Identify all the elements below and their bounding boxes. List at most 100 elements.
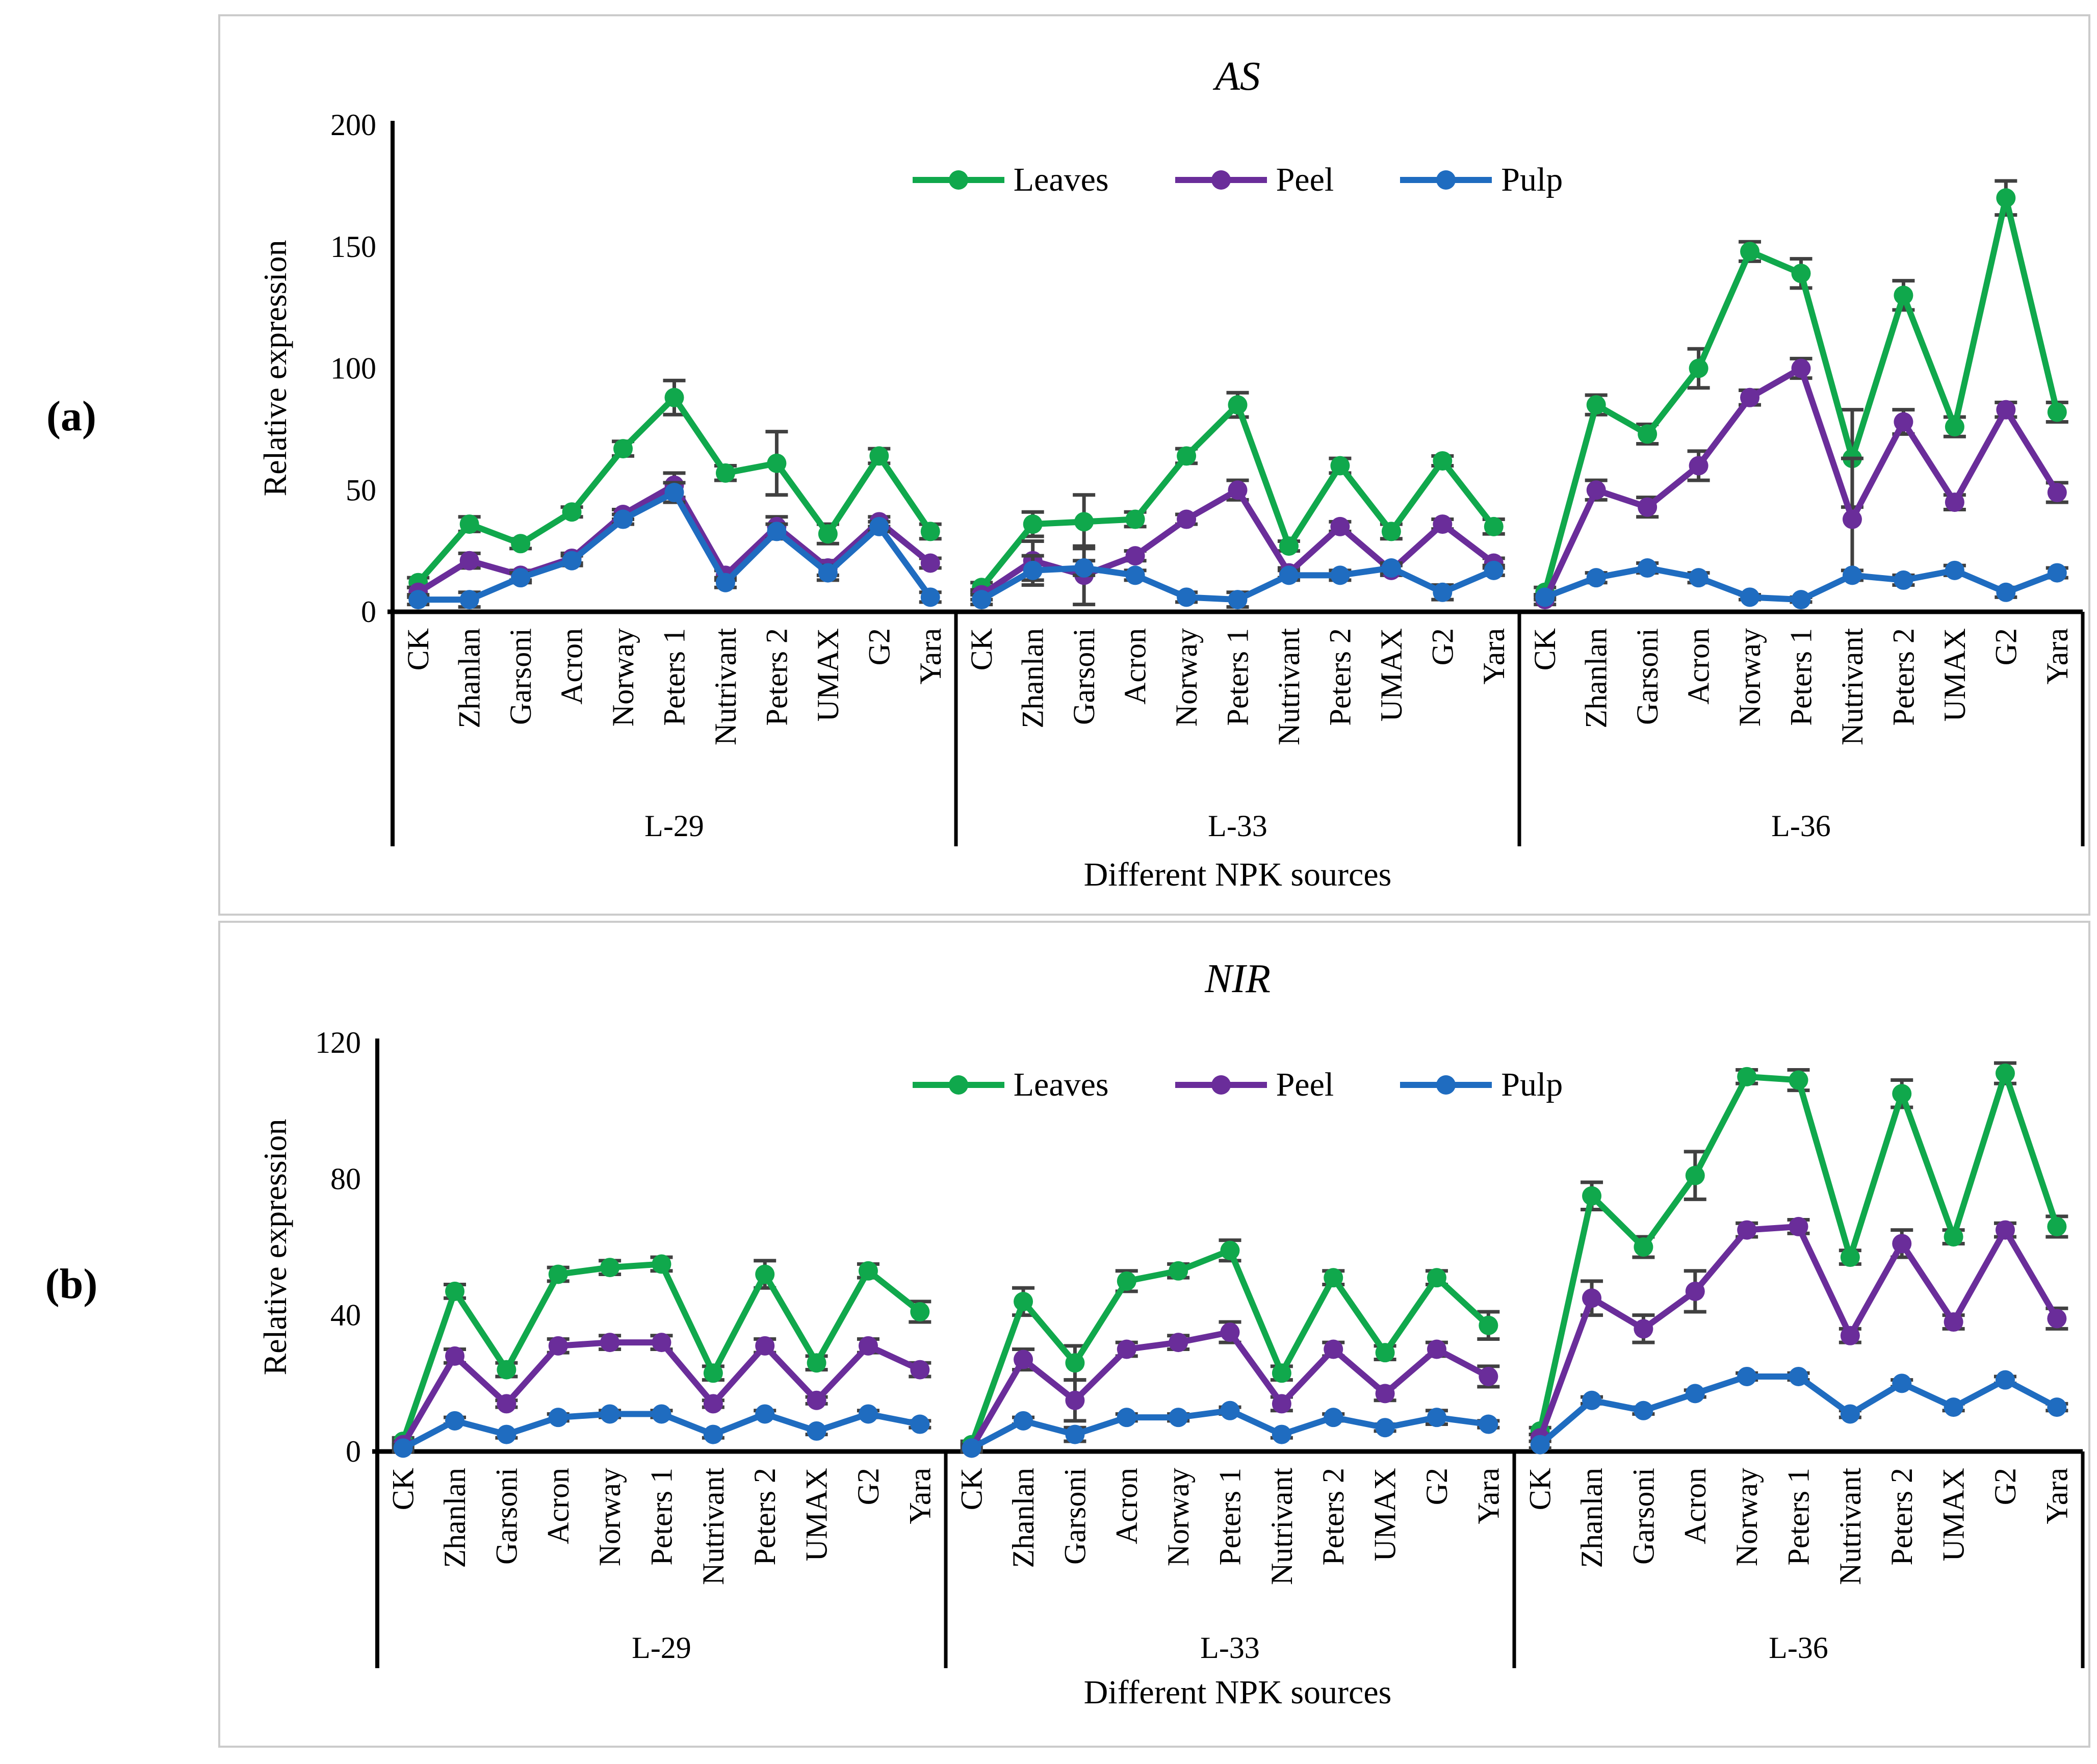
data-point-leaves (1892, 1084, 1912, 1104)
group-label: L-33 (1200, 1631, 1260, 1665)
group-label: L-36 (1771, 809, 1831, 843)
data-point-leaves (1125, 509, 1145, 529)
series-line-pulp (1537, 1373, 2060, 1448)
category-label: CK (965, 628, 998, 670)
series-line-peel (1542, 365, 2060, 603)
data-point-pulp (1586, 568, 1606, 588)
data-point-peel (1894, 412, 1913, 432)
category-label: Nutrivant (1265, 1468, 1299, 1585)
y-tick-label: 200 (330, 108, 376, 142)
data-point-pulp (1427, 1408, 1446, 1428)
data-point-leaves (2047, 1216, 2067, 1236)
data-point-peel (445, 1346, 465, 1366)
category-label: Yara (903, 1468, 937, 1524)
data-point-pulp (613, 509, 633, 529)
data-point-peel (1840, 1326, 1860, 1345)
data-point-leaves (1117, 1271, 1136, 1291)
data-point-leaves (2047, 402, 2067, 422)
category-label: Peters 2 (760, 628, 793, 726)
category-label: Peters 2 (1886, 628, 1920, 726)
data-point-pulp (1117, 1408, 1136, 1428)
data-point-leaves (459, 514, 479, 534)
data-point-pulp (1330, 565, 1350, 585)
category-label: G2 (1420, 1468, 1454, 1505)
category-label: Zhanlan (438, 1468, 472, 1568)
data-point-pulp (972, 590, 992, 610)
data-point-leaves (562, 502, 582, 522)
data-point-leaves (1789, 1070, 1808, 1090)
data-point-pulp (562, 551, 582, 570)
data-point-pulp (1530, 1435, 1550, 1455)
data-point-pulp (1740, 587, 1760, 607)
data-point-leaves (755, 1264, 775, 1284)
data-point-pulp (1228, 590, 1248, 610)
data-point-leaves (1381, 522, 1401, 541)
data-point-pulp (910, 1414, 930, 1434)
category-label: Norway (1733, 628, 1767, 727)
data-point-peel (1892, 1234, 1912, 1254)
data-point-pulp (1634, 1400, 1653, 1420)
data-point-peel (1689, 456, 1708, 476)
data-point-leaves (818, 524, 838, 544)
data-point-leaves (497, 1360, 516, 1380)
data-point-peel (1582, 1288, 1602, 1308)
category-label: Peters 1 (1213, 1468, 1247, 1566)
data-point-leaves (1995, 1063, 2015, 1083)
data-point-leaves (1586, 395, 1606, 415)
category-label: Garsoni (1058, 1468, 1092, 1565)
data-point-pulp (1996, 582, 2016, 602)
data-point-peel (1737, 1220, 1757, 1240)
legend-label-pulp: Pulp (1501, 161, 1563, 198)
category-label: UMAX (1375, 628, 1408, 721)
data-point-peel (1842, 509, 1862, 529)
data-point-pulp (703, 1424, 723, 1444)
group-label: L-33 (1208, 809, 1267, 843)
legend-label-leaves: Leaves (1013, 1066, 1109, 1103)
data-point-peel (1169, 1333, 1188, 1353)
data-point-pulp (1842, 565, 1862, 585)
category-label: Peters 1 (1784, 628, 1818, 726)
category-label: Acron (555, 628, 589, 705)
data-point-pulp (1582, 1390, 1602, 1410)
data-point-leaves (869, 446, 889, 466)
group-label: L-29 (644, 809, 704, 843)
category-label: Garsoni (489, 1468, 523, 1565)
data-point-pulp (445, 1411, 465, 1431)
category-label: CK (401, 628, 435, 670)
data-point-leaves (1220, 1240, 1240, 1260)
data-point-leaves (1169, 1261, 1188, 1281)
data-point-pulp (652, 1404, 671, 1424)
legend-item-peel: Peel (1175, 1068, 1334, 1102)
data-point-peel (1324, 1339, 1343, 1359)
figure-label-a: (a) (46, 393, 96, 440)
category-label: Acron (541, 1468, 575, 1544)
data-point-pulp (1791, 590, 1811, 610)
data-point-peel (1433, 514, 1453, 534)
data-point-pulp (1074, 558, 1094, 578)
category-label: G2 (1426, 628, 1459, 665)
data-point-peel (910, 1360, 930, 1380)
leaves-line-marker-icon (912, 170, 1004, 190)
data-point-leaves (1177, 446, 1197, 466)
data-point-pulp (1945, 560, 1964, 580)
category-label: Norway (1161, 1468, 1195, 1566)
category-label: Acron (1678, 1468, 1712, 1544)
category-label: CK (955, 1468, 989, 1510)
data-point-leaves (1065, 1353, 1085, 1373)
data-point-pulp (1944, 1397, 1963, 1417)
data-point-pulp (920, 587, 940, 607)
data-point-pulp (715, 573, 735, 592)
data-point-leaves (1074, 512, 1094, 532)
category-label: Zhanlan (1580, 628, 1613, 729)
data-point-leaves (1433, 451, 1453, 471)
data-point-leaves (1324, 1268, 1343, 1288)
data-point-peel (459, 551, 479, 570)
category-label: UMAX (800, 1468, 834, 1561)
data-point-pulp (1892, 1373, 1912, 1393)
data-point-pulp (511, 568, 531, 588)
data-point-pulp (1685, 1384, 1705, 1404)
panel-a-y-axis-title: Relative expression (257, 240, 293, 497)
data-point-peel (1177, 509, 1197, 529)
category-label: Norway (606, 628, 640, 727)
data-point-pulp (2047, 1397, 2067, 1417)
